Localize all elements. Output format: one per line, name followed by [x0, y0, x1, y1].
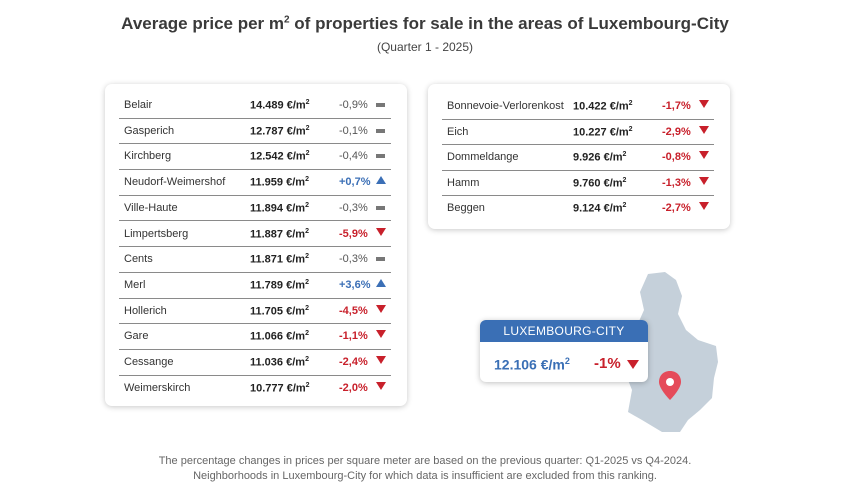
- area-price: 9.926 €/m2: [573, 151, 627, 164]
- table-row: Gasperich 12.787 €/m2 -0,1%: [119, 118, 391, 145]
- area-change: -2,0%: [339, 381, 368, 394]
- area-price: 11.036 €/m2: [250, 356, 309, 369]
- down-arrow-icon: [376, 381, 386, 390]
- area-change: -0,3%: [339, 201, 368, 214]
- area-name: Ville-Haute: [124, 201, 178, 214]
- area-name: Cents: [124, 253, 153, 266]
- table-row: Weimerskirch 10.777 €/m2 -2,0%: [119, 375, 391, 401]
- area-price: 10.777 €/m2: [250, 381, 310, 395]
- area-change: -2,7%: [662, 202, 691, 214]
- down-arrow-icon: [376, 227, 386, 236]
- down-arrow-icon: [376, 356, 386, 364]
- area-price: 11.887 €/m2: [250, 227, 309, 241]
- area-change: +3,6%: [339, 278, 371, 291]
- area-name: Hollerich: [124, 304, 167, 317]
- area-name: Gare: [124, 330, 149, 343]
- area-name: Cessange: [124, 356, 174, 368]
- luxembourg-city-summary: LUXEMBOURG-CITY 12.106 €/m2 -1%: [480, 320, 648, 382]
- table-row: Hamm 9.760 €/m2 -1,3%: [442, 170, 714, 197]
- table-row: Dommeldange 9.926 €/m2 -0,8%: [442, 144, 714, 171]
- table-row: Cessange 11.036 €/m2 -2,4%: [119, 349, 391, 376]
- table-row: Ville-Haute 11.894 €/m2 -0,3%: [119, 195, 391, 222]
- down-arrow-icon: [699, 125, 709, 134]
- area-change: -5,9%: [339, 227, 368, 240]
- table-row: Kirchberg 12.542 €/m2 -0,4%: [119, 143, 391, 171]
- area-name: Beggen: [447, 202, 485, 214]
- down-arrow-icon: [699, 202, 709, 210]
- table-row: Gare 11.066 €/m2 -1,1%: [119, 323, 391, 350]
- area-change: -0,1%: [339, 124, 368, 137]
- area-change: +0,7%: [339, 176, 371, 189]
- price-table-left: Belair 14.489 €/m2 -0,9% Gasperich 12.787 €/…: [105, 84, 407, 406]
- area-price: 14.489 €/m2: [250, 99, 310, 112]
- footnote-2: Neighborhoods in Luxembourg-City for whi…: [193, 470, 657, 482]
- area-price: 10.422 €/m2: [573, 100, 633, 113]
- up-arrow-icon: [376, 176, 386, 185]
- city-change: -1%: [594, 355, 621, 372]
- map-pin-icon: [659, 371, 681, 400]
- luxembourg-map: [624, 272, 718, 432]
- table-row: Merl 11.789 €/m2 +3,6%: [119, 272, 391, 299]
- area-change: -2,4%: [339, 356, 368, 368]
- flat-dash-icon: [376, 205, 385, 210]
- footnote-1: The percentage changes in prices per squ…: [158, 455, 692, 467]
- down-arrow-icon: [376, 304, 386, 313]
- area-change: -0,9%: [339, 99, 368, 111]
- area-price: 11.871 €/m2: [250, 253, 309, 266]
- area-price: 11.066 €/m2: [250, 330, 309, 343]
- table-row: Hollerich 11.705 €/m2 -4,5%: [119, 298, 391, 325]
- city-price: 12.106 €/m2: [494, 356, 570, 373]
- luxembourg-country-shape: [624, 272, 718, 432]
- area-name: Kirchberg: [124, 150, 172, 163]
- area-price: 11.894 €/m2: [250, 201, 309, 215]
- chart-subtitle: (Quarter 1 - 2025): [376, 40, 474, 54]
- area-change: -1,7%: [662, 100, 691, 112]
- area-price: 12.787 €/m2: [250, 124, 310, 138]
- area-price: 11.959 €/m2: [250, 176, 309, 189]
- area-price: 11.705 €/m2: [250, 304, 309, 318]
- table-row: Beggen 9.124 €/m2 -2,7%: [442, 195, 714, 221]
- down-arrow-icon: [699, 151, 709, 159]
- down-arrow-icon: [627, 360, 639, 369]
- area-name: Bonnevoie-Verlorenkost: [447, 100, 564, 112]
- area-price: 11.789 €/m2: [250, 278, 309, 292]
- area-name: Weimerskirch: [124, 381, 191, 394]
- up-arrow-icon: [376, 278, 386, 287]
- table-row: Cents 11.871 €/m2 -0,3%: [119, 246, 391, 273]
- table-row: Neudorf-Weimershof 11.959 €/m2 +0,7%: [119, 169, 391, 196]
- area-name: Limpertsberg: [124, 227, 189, 240]
- area-name: Belair: [124, 99, 153, 111]
- down-arrow-icon: [699, 176, 709, 185]
- area-price: 9.124 €/m2: [573, 202, 627, 215]
- table-row: Eich 10.227 €/m2 -2,9%: [442, 119, 714, 146]
- area-change: -4,5%: [339, 304, 368, 317]
- area-name: Gasperich: [124, 124, 175, 137]
- area-change: -0,3%: [339, 253, 368, 266]
- chart-title: Average price per m2 of properties for s…: [121, 14, 729, 33]
- area-change: -1,1%: [339, 330, 368, 343]
- flat-dash-icon: [376, 154, 385, 159]
- area-change: -2,9%: [662, 125, 691, 138]
- area-price: 12.542 €/m2: [250, 150, 310, 164]
- area-change: -0,8%: [662, 151, 691, 163]
- table-row: Limpertsberg 11.887 €/m2 -5,9%: [119, 221, 391, 248]
- flat-dash-icon: [376, 128, 385, 133]
- area-change: -1,3%: [662, 176, 691, 189]
- table-row: Belair 14.489 €/m2 -0,9%: [119, 92, 391, 119]
- area-name: Neudorf-Weimershof: [124, 176, 226, 189]
- flat-dash-icon: [376, 257, 385, 262]
- city-label: LUXEMBOURG-CITY: [480, 320, 648, 342]
- area-name: Eich: [447, 125, 469, 138]
- area-change: -0,4%: [339, 150, 368, 163]
- price-table-right: Bonnevoie-Verlorenkost 10.422 €/m2 -1,7% Ei…: [428, 84, 730, 229]
- down-arrow-icon: [699, 100, 709, 108]
- area-price: 9.760 €/m2: [573, 176, 627, 190]
- table-row: Bonnevoie-Verlorenkost 10.422 €/m2 -1,7%: [442, 93, 714, 120]
- area-price: 10.227 €/m2: [573, 125, 633, 139]
- area-name: Dommeldange: [447, 151, 519, 163]
- down-arrow-icon: [376, 330, 386, 339]
- area-name: Hamm: [447, 176, 480, 189]
- area-name: Merl: [124, 278, 146, 291]
- flat-dash-icon: [376, 103, 385, 107]
